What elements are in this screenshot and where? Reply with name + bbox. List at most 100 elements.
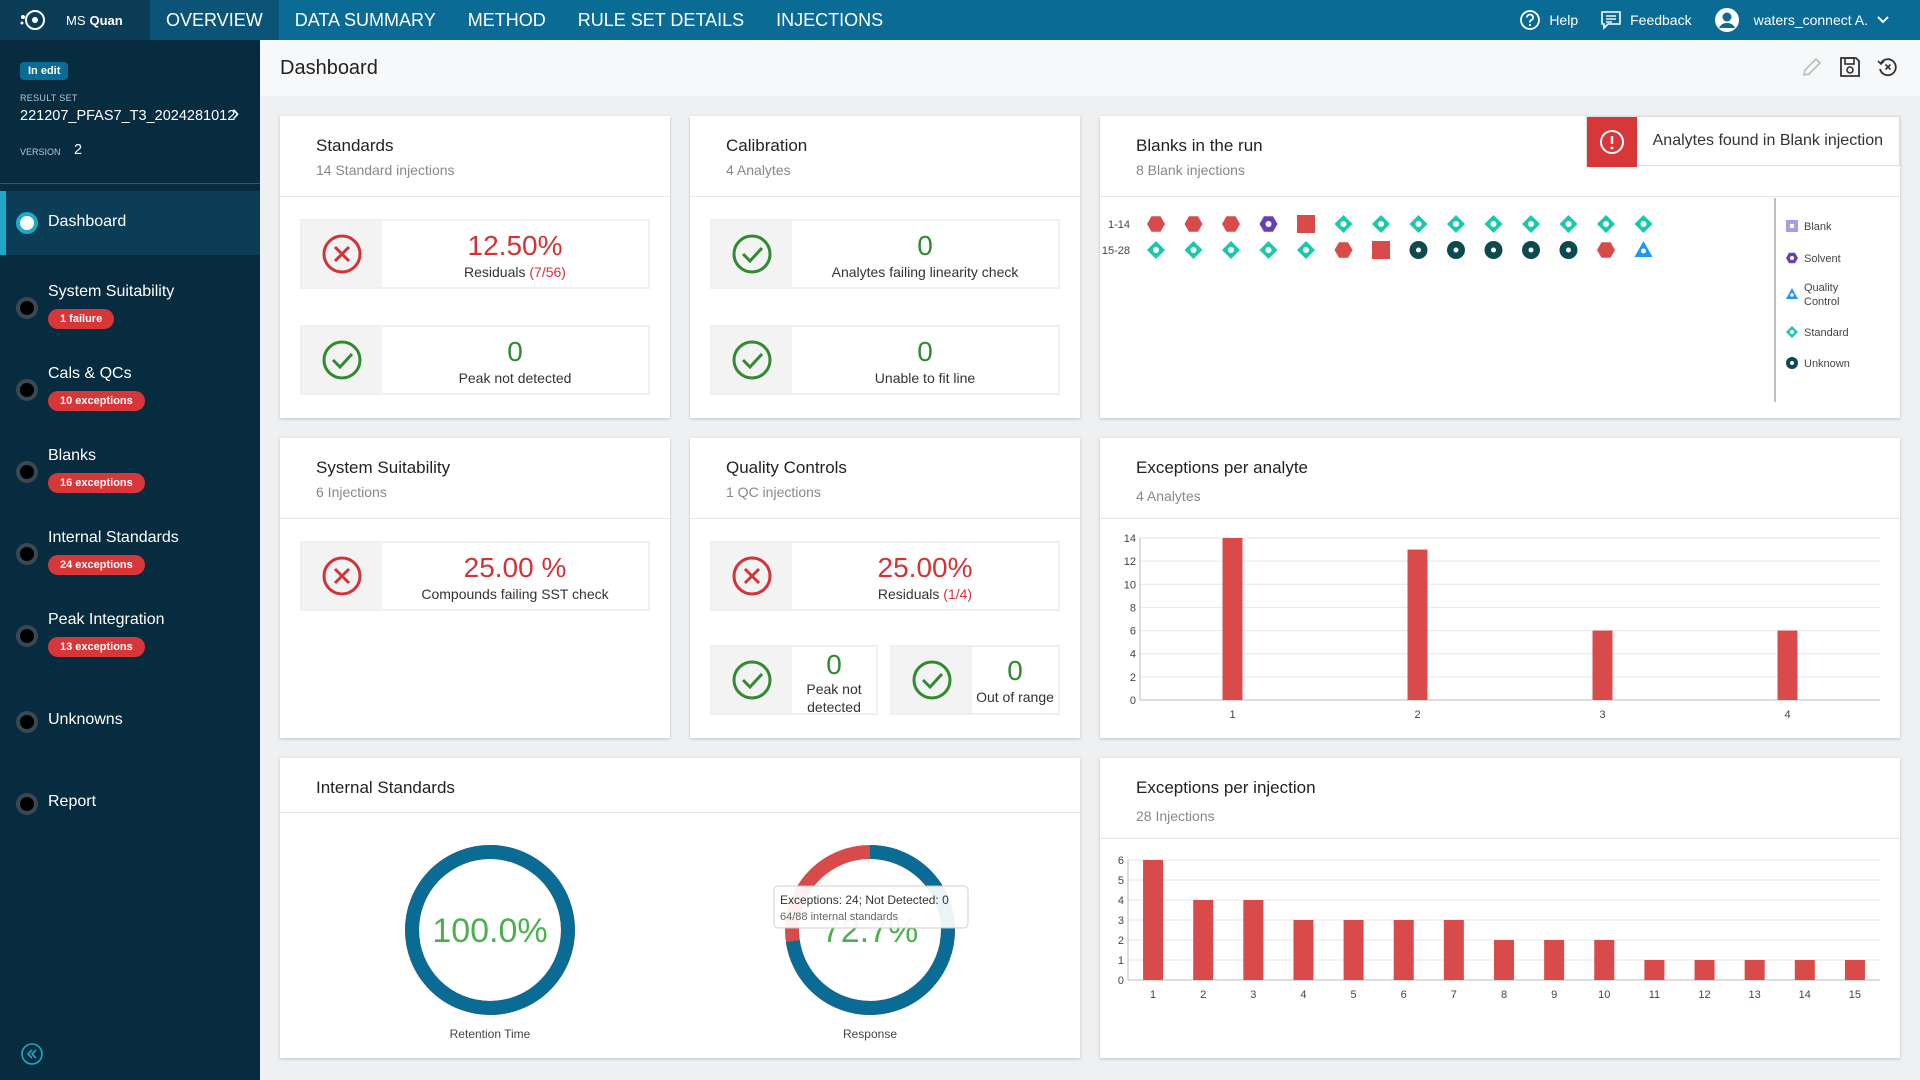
response-donut-label: Response	[843, 1027, 897, 1041]
sidebar-item-unknowns[interactable]: Unknowns	[0, 701, 260, 765]
residuals-metric[interactable]: 12.50% Residuals (7/56)	[300, 219, 650, 289]
bar[interactable]	[1744, 960, 1765, 980]
standard-diamond-icon[interactable]	[1634, 215, 1653, 233]
nav-data-summary[interactable]: DATA SUMMARY	[294, 10, 436, 30]
blank-exception-hexagon-icon[interactable]	[1334, 242, 1353, 258]
quality-controls-card: Quality Controls 1 QC injections 25.00% …	[690, 438, 1080, 738]
nav-method[interactable]: METHOD	[467, 10, 546, 30]
unknown-circle-icon[interactable]	[1522, 241, 1540, 259]
blank-exception-hexagon-icon[interactable]	[1147, 216, 1165, 232]
internal-standards-card: Internal Standards 100.0% Retention Time 7…	[280, 758, 1080, 1058]
unknown-circle-icon[interactable]	[1484, 241, 1503, 259]
bar[interactable]	[1222, 538, 1243, 700]
fail-x-icon	[322, 234, 362, 274]
unknown-circle-icon[interactable]	[1559, 241, 1578, 259]
standard-diamond-icon[interactable]	[1447, 215, 1465, 233]
help-link[interactable]: Help	[1519, 9, 1578, 31]
bar[interactable]	[1494, 940, 1514, 980]
bar[interactable]	[1592, 630, 1613, 700]
blank-exception-hexagon-icon[interactable]	[1222, 216, 1240, 232]
qc-peak-not-detected-metric[interactable]: 0 Peak not detected	[710, 645, 878, 715]
bar[interactable]	[1544, 940, 1565, 980]
sidebar-item-label: System Suitability	[48, 283, 175, 300]
response-donut-arc[interactable]	[785, 845, 955, 1015]
standard-diamond-icon[interactable]	[1484, 215, 1503, 233]
exception-badge: 13 exceptions	[48, 637, 145, 657]
bar[interactable]	[1407, 549, 1428, 700]
bar[interactable]	[1844, 960, 1865, 980]
metric-value: 0	[917, 230, 933, 261]
standard-diamond-icon[interactable]	[1409, 215, 1428, 233]
discard-changes-icon[interactable]	[1876, 55, 1900, 84]
standard-diamond-icon[interactable]	[1372, 215, 1390, 233]
sidebar-item-blanks[interactable]: Blanks 16 exceptions	[0, 437, 260, 501]
bar[interactable]	[1794, 960, 1815, 980]
sidebar-item-cals-qcs[interactable]: Cals & QCs 10 exceptions	[0, 355, 260, 419]
bar[interactable]	[1443, 920, 1464, 980]
standard-diamond-icon[interactable]	[1559, 215, 1578, 233]
linearity-check-metric[interactable]: 0 Analytes failing linearity check	[710, 219, 1060, 289]
sidebar-item-dashboard[interactable]: Dashboard	[0, 191, 260, 255]
square-marker-icon[interactable]	[1372, 241, 1390, 259]
sidebar-item-internal-standards[interactable]: Internal Standards 24 exceptions	[0, 519, 260, 583]
unknown-circle-icon[interactable]	[1447, 241, 1465, 259]
standard-diamond-icon[interactable]	[1522, 215, 1540, 233]
chevron-down-icon	[1877, 16, 1889, 24]
feedback-link[interactable]: Feedback	[1600, 10, 1692, 30]
status-dot-icon	[16, 297, 38, 319]
nav-injections[interactable]: INJECTIONS	[776, 10, 884, 30]
sidebar-item-system-suitability[interactable]: System Suitability 1 failure	[0, 273, 260, 337]
bar[interactable]	[1694, 960, 1715, 980]
qc-out-of-range-metric[interactable]: 0 Out of range	[890, 645, 1060, 715]
qc-triangle-icon[interactable]	[1634, 241, 1653, 257]
nav-overview[interactable]: OVERVIEW	[150, 0, 279, 40]
brand[interactable]: MS Quan	[0, 0, 150, 40]
sidebar-item-peak-integration[interactable]: Peak Integration 13 exceptions	[0, 601, 260, 665]
bar[interactable]	[1594, 940, 1615, 980]
square-marker-icon[interactable]	[1297, 215, 1315, 233]
bar[interactable]	[1644, 960, 1665, 980]
y-tick-label: 2	[1130, 672, 1136, 684]
standard-diamond-icon[interactable]	[1147, 241, 1165, 259]
chevron-right-icon[interactable]: ›	[232, 100, 240, 125]
card-title: Calibration	[726, 136, 808, 155]
retention-time-donut-arc[interactable]	[405, 845, 575, 1015]
collapse-sidebar-icon[interactable]	[20, 1042, 44, 1066]
metric-value: 25.00%	[877, 552, 973, 583]
standard-diamond-icon[interactable]	[1334, 215, 1353, 233]
page-header: Dashboard	[260, 40, 1920, 96]
bar[interactable]	[1777, 630, 1798, 700]
nav-rule-set-details[interactable]: RULE SET DETAILS	[577, 10, 745, 30]
blank-alert-banner[interactable]: Analytes found in Blank injection	[1585, 116, 1900, 167]
edit-pencil-icon[interactable]	[1800, 55, 1824, 84]
main-nav: OVERVIEW DATA SUMMARY METHOD RULE SET DE…	[150, 0, 899, 40]
result-set-name[interactable]: 221207_PFAS7_T3_2024281012	[20, 108, 236, 124]
blank-exception-hexagon-icon[interactable]	[1184, 216, 1203, 232]
sst-failing-metric[interactable]: 25.00 % Compounds failing SST check	[300, 541, 650, 611]
bar[interactable]	[1343, 920, 1364, 980]
peak-not-detected-metric[interactable]: 0 Peak not detected	[300, 325, 650, 395]
standard-diamond-icon[interactable]	[1297, 241, 1315, 259]
x-tick-label: 4	[1784, 709, 1790, 721]
save-icon[interactable]	[1838, 55, 1862, 84]
standard-diamond-icon[interactable]	[1597, 215, 1615, 233]
bar[interactable]	[1243, 900, 1264, 980]
solvent-hexagon-icon[interactable]	[1259, 216, 1278, 232]
unknown-circle-icon[interactable]	[1409, 241, 1428, 259]
qc-residuals-metric[interactable]: 25.00% Residuals (1/4)	[710, 541, 1060, 611]
sidebar-item-report[interactable]: Report	[0, 783, 260, 847]
system-suitability-card: System Suitability 6 Injections 25.00 % …	[280, 438, 670, 738]
bar[interactable]	[1293, 920, 1314, 980]
standard-diamond-icon[interactable]	[1222, 241, 1240, 259]
blank-exception-hexagon-icon[interactable]	[1597, 242, 1615, 258]
bar[interactable]	[1143, 860, 1164, 980]
user-menu[interactable]: waters_connect A.	[1714, 7, 1898, 33]
metric-label: Residuals (1/4)	[877, 586, 973, 602]
bar[interactable]	[1393, 920, 1414, 980]
unable-to-fit-metric[interactable]: 0 Unable to fit line	[710, 325, 1060, 395]
standard-diamond-icon[interactable]	[1259, 241, 1278, 259]
bar[interactable]	[1193, 900, 1214, 980]
standard-diamond-icon[interactable]	[1184, 241, 1203, 259]
card-divider	[1100, 518, 1900, 519]
